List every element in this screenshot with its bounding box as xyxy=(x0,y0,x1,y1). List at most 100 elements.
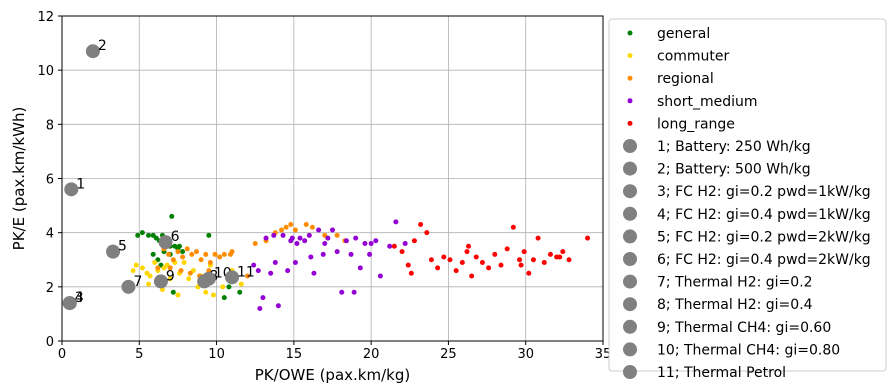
data-point-short-medium xyxy=(275,303,281,309)
data-point-short-medium xyxy=(357,265,363,271)
data-point-long-range xyxy=(399,249,405,255)
y-tick-label: 10 xyxy=(37,64,54,79)
data-point-short-medium xyxy=(330,227,335,233)
data-point-short-medium xyxy=(334,249,340,255)
data-point-short-medium xyxy=(292,259,298,265)
legend-label: 3; FC H2: gi=0.2 pwd=1kW/kg xyxy=(657,184,871,200)
data-point-regional xyxy=(252,241,258,246)
y-tick-label: 4 xyxy=(46,227,54,242)
x-tick-label: 30 xyxy=(517,347,534,362)
data-point-short-medium xyxy=(343,238,349,244)
labeled-point xyxy=(158,235,173,250)
data-point-long-range xyxy=(408,270,414,276)
data-point-long-range xyxy=(492,251,498,257)
data-point-short-medium xyxy=(316,227,322,233)
labeled-point-number: 7 xyxy=(133,274,142,290)
data-point-long-range xyxy=(391,243,397,249)
x-axis-label: PK/OWE (pax.km/kg) xyxy=(255,366,410,384)
data-point-long-range xyxy=(510,224,516,230)
y-tick-label: 8 xyxy=(46,118,54,133)
data-point-long-range xyxy=(504,246,510,252)
x-tick-label: 20 xyxy=(363,347,380,362)
legend-label: 10; Thermal CH4: gi=0.80 xyxy=(657,342,840,358)
data-point-short-medium xyxy=(353,235,359,241)
data-points xyxy=(130,213,591,311)
data-point-short-medium xyxy=(393,219,399,225)
x-tick-label: 10 xyxy=(208,347,225,362)
data-point-commuter xyxy=(147,273,153,279)
data-point-commuter xyxy=(167,276,173,282)
data-point-short-medium xyxy=(348,251,354,257)
data-point-short-medium xyxy=(362,241,368,246)
data-point-regional xyxy=(217,254,223,260)
legend-label: general xyxy=(657,26,710,42)
data-point-regional xyxy=(292,227,298,233)
legend-label: 8; Thermal H2: gi=0.4 xyxy=(657,297,813,313)
labeled-point xyxy=(62,296,77,311)
data-point-general xyxy=(135,232,141,238)
labeled-point xyxy=(121,279,136,294)
data-point-long-range xyxy=(479,259,485,265)
data-point-long-range xyxy=(441,254,447,260)
data-point-short-medium xyxy=(320,251,326,257)
legend-marker-labeled-point xyxy=(623,229,637,244)
data-point-long-range xyxy=(459,259,465,265)
data-point-general xyxy=(150,251,156,257)
legend-label: short_medium xyxy=(657,94,758,110)
data-point-general xyxy=(139,230,145,236)
data-point-general xyxy=(169,213,175,219)
data-point-long-range xyxy=(466,243,472,249)
data-point-regional xyxy=(288,222,294,228)
data-point-long-range xyxy=(447,257,453,263)
legend-label: 4; FC H2: gi=0.4 pwd=1kW/kg xyxy=(657,207,871,223)
data-point-short-medium xyxy=(368,241,374,246)
data-point-regional xyxy=(170,257,176,263)
legend-label: commuter xyxy=(657,49,730,65)
labeled-point-number: 9 xyxy=(166,268,175,284)
data-point-long-range xyxy=(521,249,527,255)
legend-label: 11; Thermal Petrol xyxy=(657,365,786,381)
data-point-regional xyxy=(212,251,218,257)
data-point-long-range xyxy=(541,259,547,265)
data-point-regional xyxy=(334,232,340,238)
x-tick-label: 35 xyxy=(595,347,612,362)
labeled-point-number: 3 xyxy=(75,290,84,306)
data-point-regional xyxy=(175,249,181,255)
y-tick-label: 2 xyxy=(46,281,54,296)
data-point-long-range xyxy=(498,262,504,268)
legend-frame xyxy=(608,18,887,372)
data-point-long-range xyxy=(518,262,524,268)
legend-label: 9; Thermal CH4: gi=0.60 xyxy=(657,320,831,336)
data-point-short-medium xyxy=(367,251,373,257)
data-point-general xyxy=(176,243,182,249)
data-point-short-medium xyxy=(294,241,300,246)
legend-label: long_range xyxy=(657,116,735,132)
data-point-general xyxy=(226,284,232,290)
legend-label: 2; Battery: 500 Wh/kg xyxy=(657,162,811,178)
labeled-point xyxy=(64,182,79,197)
x-tick-label: 15 xyxy=(286,347,303,362)
data-point-regional xyxy=(203,251,209,257)
legend-items: general commuter regional short_medium long_… xyxy=(623,26,871,381)
data-point-long-range xyxy=(435,265,441,271)
data-point-short-medium xyxy=(255,268,261,274)
data-point-short-medium xyxy=(268,270,274,276)
data-point-commuter xyxy=(175,292,181,298)
data-point-regional xyxy=(244,273,250,279)
data-point-short-medium xyxy=(387,243,393,249)
data-point-short-medium xyxy=(280,232,286,238)
data-point-commuter xyxy=(146,281,152,287)
data-point-regional xyxy=(278,227,284,233)
data-point-regional xyxy=(178,268,184,274)
data-point-commuter xyxy=(152,259,158,265)
legend-label: 7; Thermal H2: gi=0.2 xyxy=(657,275,813,291)
data-point-commuter xyxy=(186,276,192,282)
data-point-long-range xyxy=(526,270,532,276)
y-tick-label: 6 xyxy=(46,173,54,188)
data-point-commuter xyxy=(139,265,145,271)
data-point-regional xyxy=(207,259,213,265)
legend-marker-short-medium xyxy=(627,98,633,104)
data-point-short-medium xyxy=(302,238,308,244)
data-point-short-medium xyxy=(251,262,257,268)
data-point-short-medium xyxy=(271,232,277,238)
